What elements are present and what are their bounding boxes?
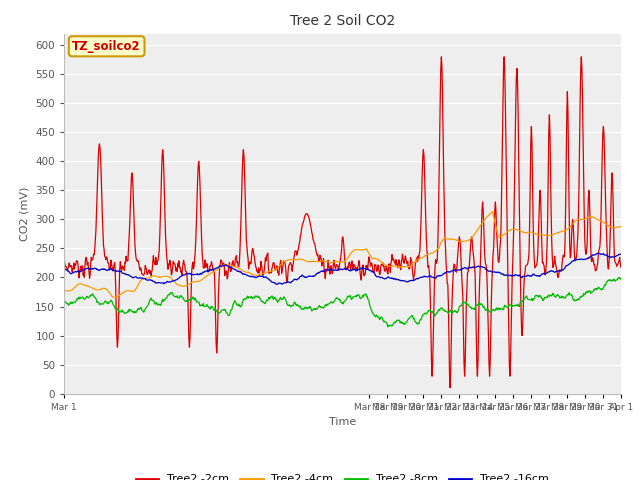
Tree2 -8cm bbox=[616, 275, 623, 280]
Tree2 -4cm bbox=[164, 274, 172, 279]
Tree2 -16cm bbox=[595, 251, 603, 256]
Tree2 -8cm bbox=[617, 276, 625, 281]
Tree2 -8cm bbox=[291, 300, 299, 305]
Text: TZ_soilco2: TZ_soilco2 bbox=[72, 40, 141, 53]
Line: Tree2 -2cm: Tree2 -2cm bbox=[64, 57, 621, 388]
Tree2 -2cm bbox=[446, 385, 454, 391]
Tree2 -4cm bbox=[60, 288, 68, 294]
Tree2 -2cm bbox=[438, 54, 445, 60]
Tree2 -4cm bbox=[599, 219, 607, 225]
Tree2 -16cm bbox=[617, 252, 625, 257]
Tree2 -4cm bbox=[388, 263, 396, 269]
Tree2 -8cm bbox=[87, 293, 95, 299]
Tree2 -2cm bbox=[163, 260, 171, 266]
Tree2 -2cm bbox=[590, 262, 598, 268]
Tree2 -4cm bbox=[87, 285, 95, 290]
Tree2 -16cm bbox=[163, 279, 171, 285]
Tree2 -4cm bbox=[590, 215, 598, 221]
Line: Tree2 -4cm: Tree2 -4cm bbox=[64, 212, 621, 298]
Tree2 -4cm bbox=[111, 295, 118, 300]
X-axis label: Time: Time bbox=[329, 417, 356, 427]
Tree2 -8cm bbox=[163, 293, 171, 299]
Legend: Tree2 -2cm, Tree2 -4cm, Tree2 -8cm, Tree2 -16cm: Tree2 -2cm, Tree2 -4cm, Tree2 -8cm, Tree… bbox=[132, 470, 553, 480]
Tree2 -2cm bbox=[617, 264, 625, 270]
Tree2 -4cm bbox=[489, 209, 497, 215]
Line: Tree2 -8cm: Tree2 -8cm bbox=[64, 277, 621, 327]
Tree2 -2cm bbox=[388, 252, 396, 257]
Tree2 -16cm bbox=[60, 265, 68, 271]
Tree2 -2cm bbox=[291, 248, 299, 254]
Tree2 -8cm bbox=[60, 299, 68, 304]
Y-axis label: CO2 (mV): CO2 (mV) bbox=[20, 186, 29, 241]
Tree2 -2cm bbox=[599, 131, 607, 137]
Tree2 -8cm bbox=[598, 287, 606, 293]
Tree2 -4cm bbox=[292, 257, 300, 263]
Tree2 -16cm bbox=[273, 281, 281, 287]
Tree2 -2cm bbox=[87, 261, 95, 266]
Tree2 -8cm bbox=[589, 288, 597, 293]
Tree2 -16cm bbox=[589, 252, 597, 258]
Title: Tree 2 Soil CO2: Tree 2 Soil CO2 bbox=[290, 14, 395, 28]
Tree2 -16cm bbox=[292, 276, 300, 282]
Tree2 -8cm bbox=[384, 324, 392, 330]
Tree2 -16cm bbox=[87, 266, 95, 272]
Tree2 -16cm bbox=[599, 251, 607, 257]
Tree2 -8cm bbox=[388, 323, 396, 328]
Tree2 -16cm bbox=[388, 276, 396, 281]
Line: Tree2 -16cm: Tree2 -16cm bbox=[64, 253, 621, 284]
Tree2 -4cm bbox=[617, 224, 625, 229]
Tree2 -2cm bbox=[60, 254, 68, 260]
